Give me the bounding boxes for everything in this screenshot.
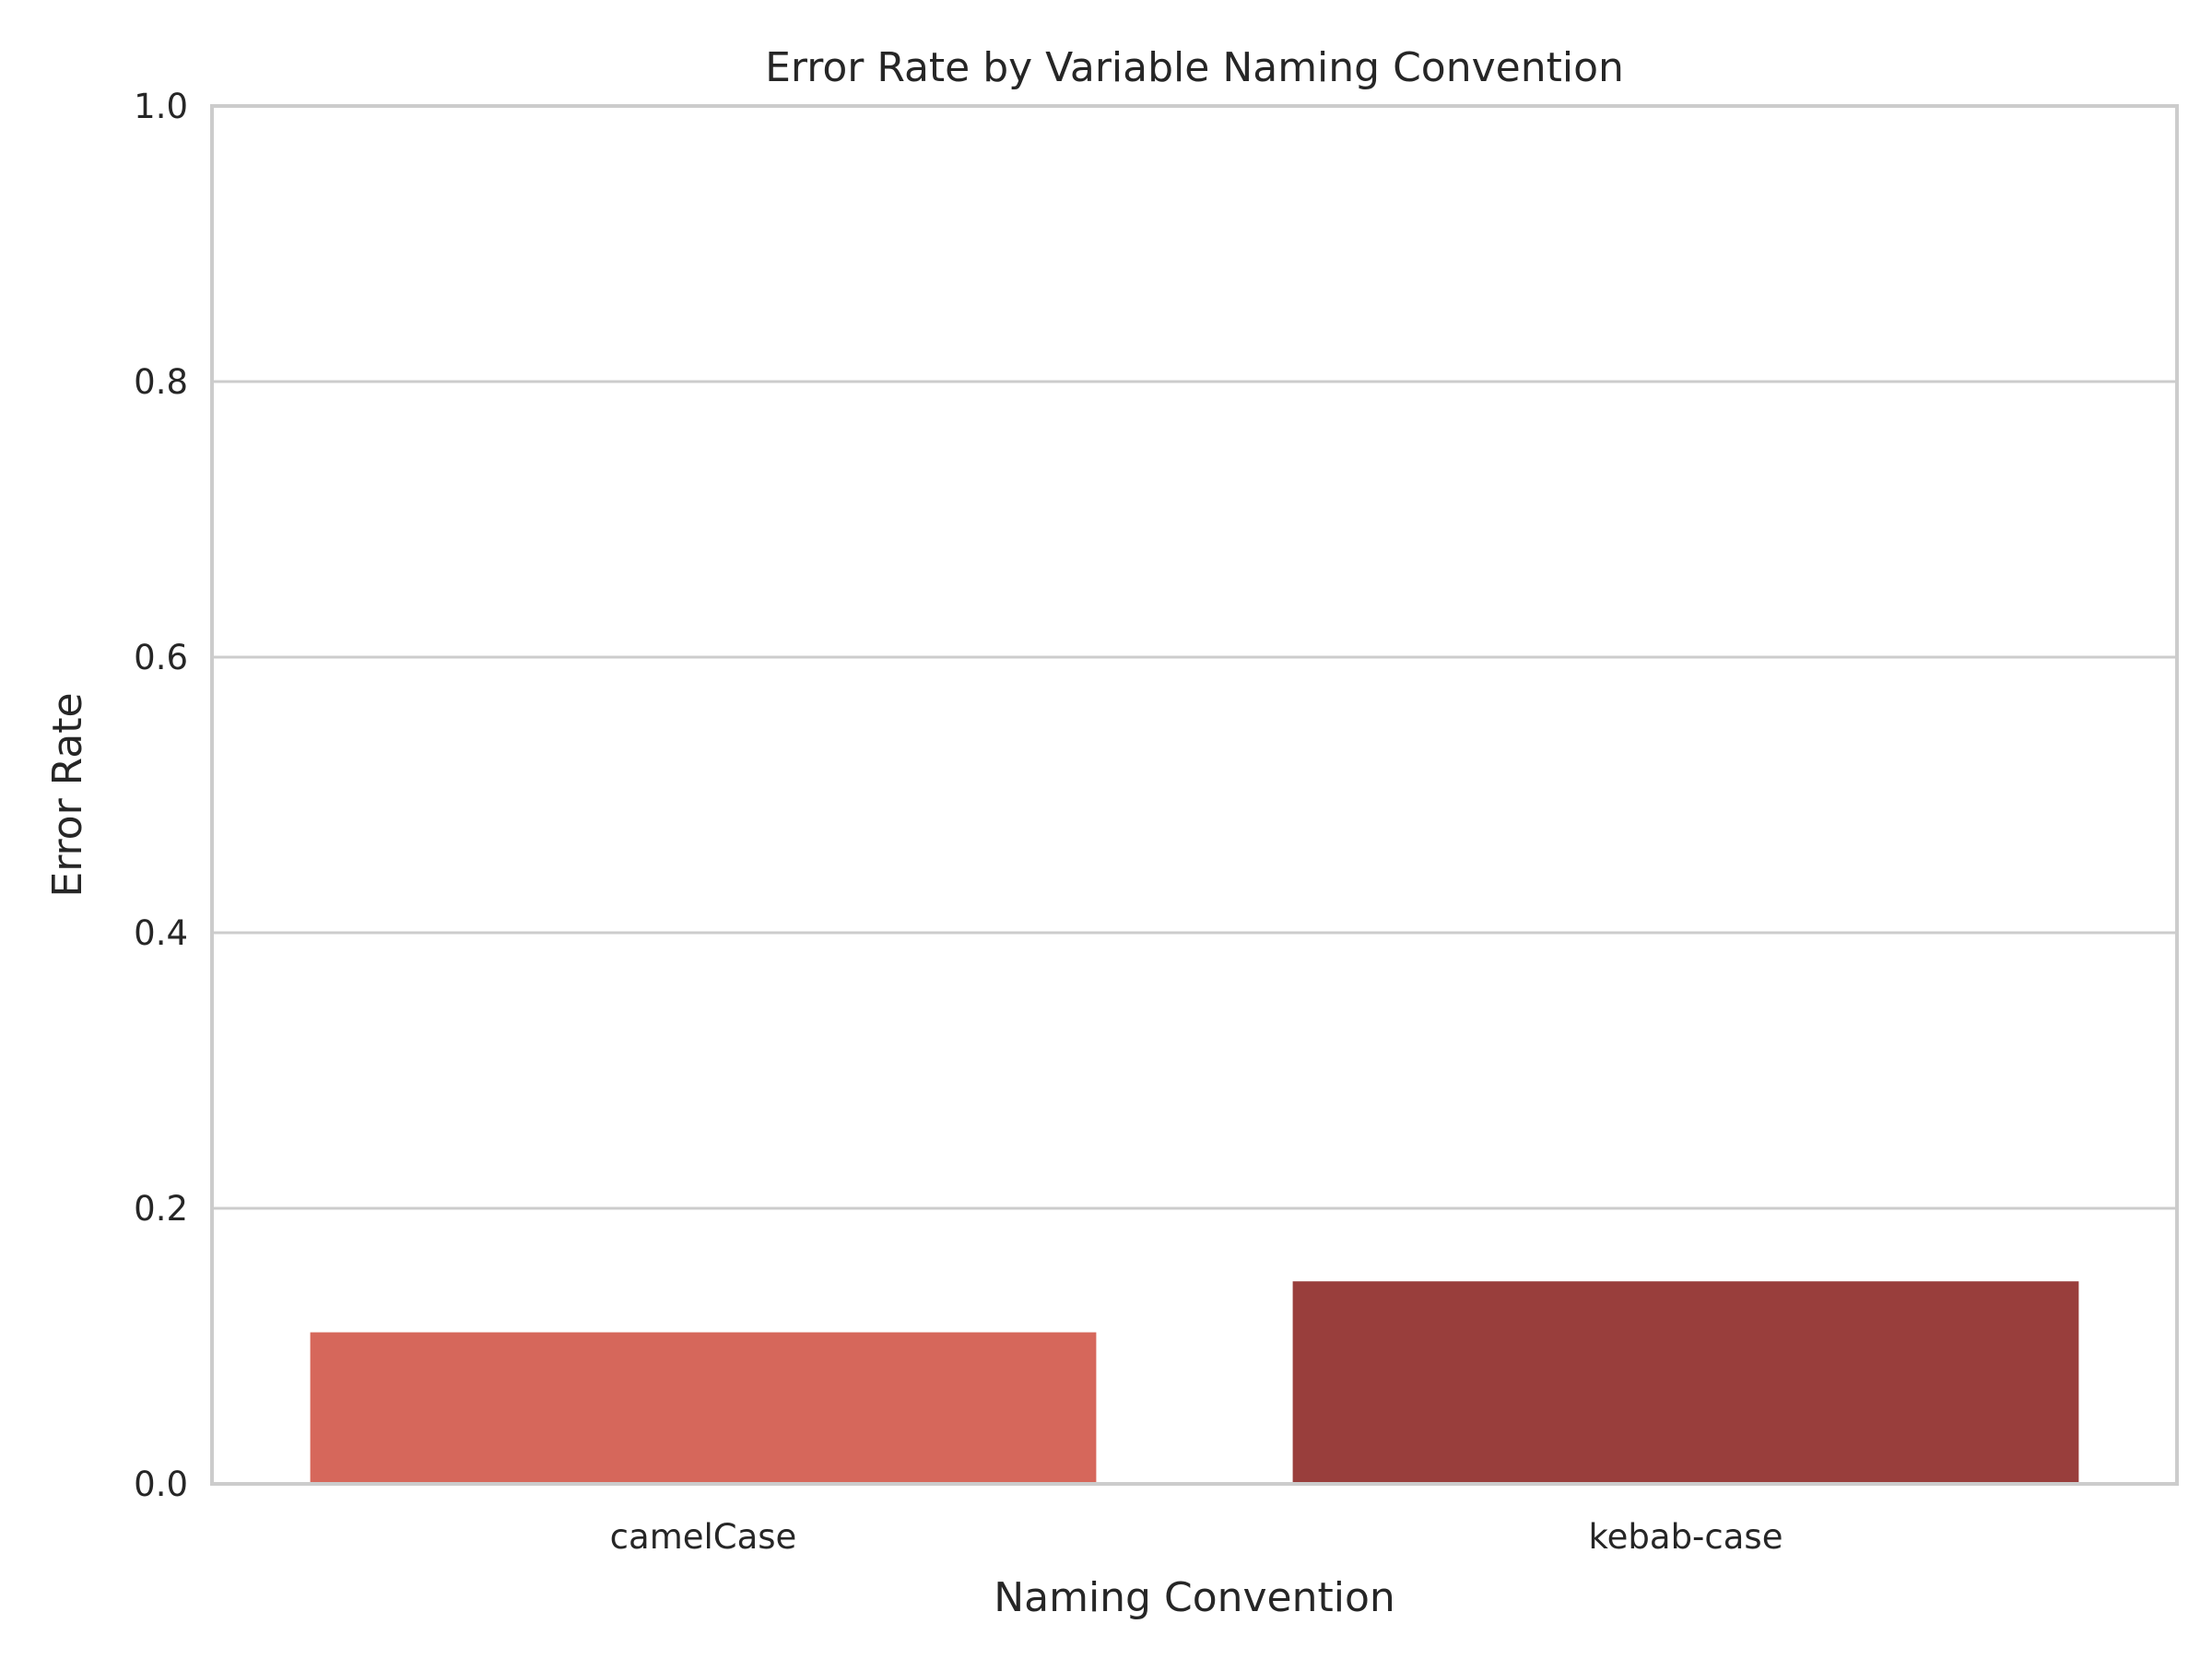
y-tick-label: 0.4 [134,913,188,953]
x-tick-label: kebab-case [1589,1517,1783,1557]
y-tick-label: 0.6 [134,638,188,677]
chart-title: Error Rate by Variable Naming Convention [765,44,1624,91]
y-axis-label: Error Rate [44,692,91,897]
bar-kebab-case [1292,1281,2079,1484]
plot-frame [210,104,2179,1486]
y-tick-label: 0.2 [134,1189,188,1229]
y-tick-labels: 0.0 0.2 0.4 0.6 0.8 1.0 [134,87,188,1504]
y-tick-label: 1.0 [134,87,188,126]
x-tick-labels: camelCase kebab-case [610,1517,1783,1557]
x-axis-label: Naming Convention [994,1574,1395,1621]
x-tick-label: camelCase [610,1517,797,1557]
y-tick-label: 0.8 [134,362,188,402]
bar-camelcase [310,1332,1097,1484]
bars [310,1281,2079,1484]
y-tick-label: 0.0 [134,1465,188,1504]
